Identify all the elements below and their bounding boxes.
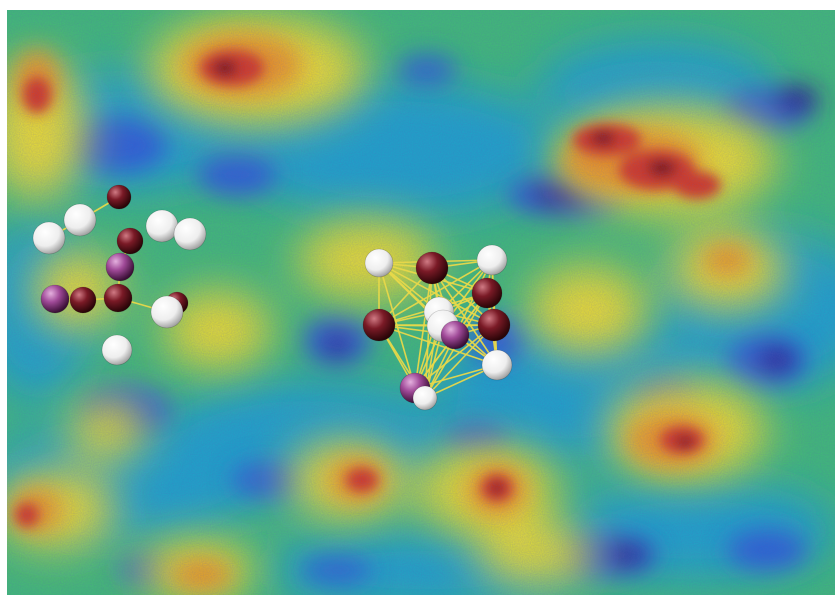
atom-dark-red [362,308,396,342]
atom-dark-red [471,277,503,309]
bond [424,267,433,399]
atom-magenta [105,252,135,282]
bond [424,324,495,399]
atom-dark-red [415,251,449,285]
atom-white [63,203,97,237]
atom-white [32,221,66,255]
atom-dark-red [106,184,132,210]
density-field [7,10,835,595]
atom-dark-red [477,308,511,342]
density-map [7,10,835,595]
bond [378,259,493,326]
atom-dark-red [103,283,133,313]
atom-white [412,385,438,411]
atom-white [101,334,133,366]
atom-white [476,244,508,276]
atom-white [481,349,513,381]
atom-white [145,209,179,243]
atom-white [173,217,207,251]
bond [414,324,495,389]
atom-dark-red [69,286,97,314]
atom-magenta [40,284,70,314]
atom-dark-red [116,227,144,255]
atom-magenta [440,320,470,350]
bond [414,267,433,389]
atom-white [150,295,184,329]
atom-white [364,248,394,278]
